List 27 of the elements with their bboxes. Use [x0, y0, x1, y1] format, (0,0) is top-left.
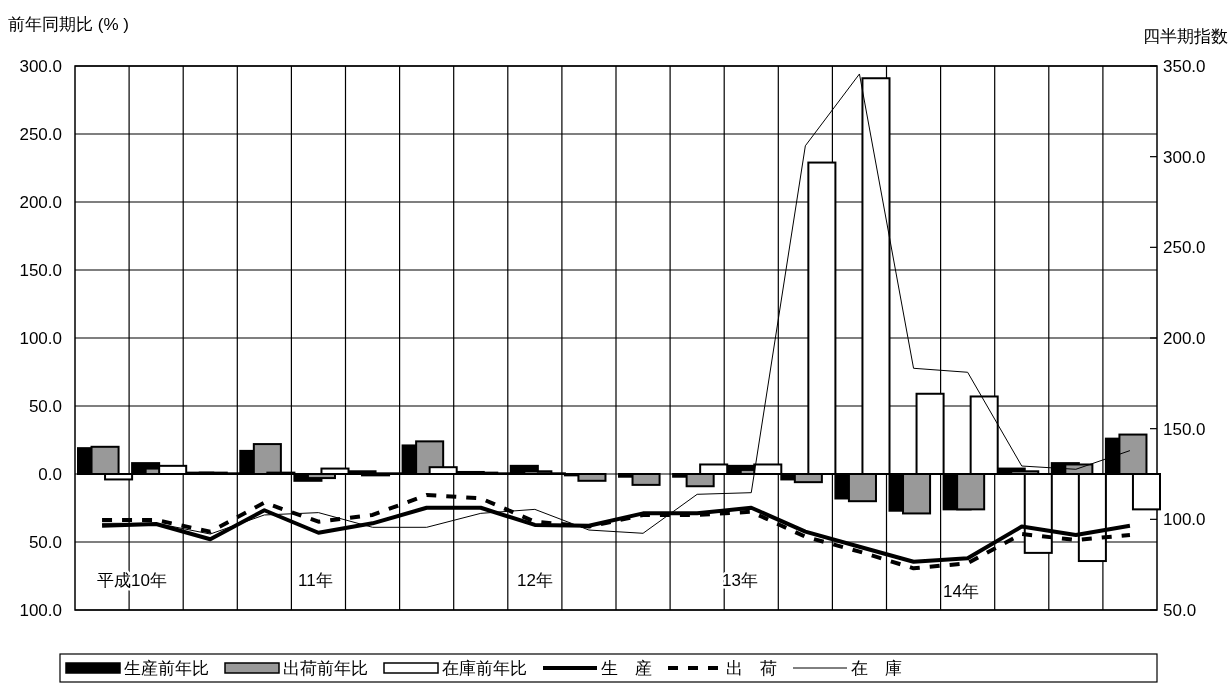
y2-tick-label: 300.0 — [1163, 147, 1206, 167]
y-tick-label: 100.0 — [19, 601, 62, 620]
legend-label: 出荷前年比 — [283, 659, 368, 678]
y2-tick-label: 100.0 — [1163, 510, 1206, 530]
y-tick-label: 150.0 — [19, 261, 62, 280]
y-tick-label: 0.0 — [38, 465, 62, 484]
y-tick-label: 300.0 — [19, 57, 62, 76]
y-tick-label: 200.0 — [19, 193, 62, 212]
legend-label: 在庫前年比 — [442, 659, 527, 678]
y-axis-title: 前年同期比 (% ) — [8, 15, 129, 34]
legend-label: 生産前年比 — [124, 659, 209, 678]
y2-tick-label: 250.0 — [1163, 238, 1206, 258]
legend-label: 出 荷 — [726, 659, 777, 678]
legend-label: 在 庫 — [851, 659, 902, 678]
annotation: 11年 — [298, 571, 333, 590]
legend-label: 生 産 — [601, 659, 652, 678]
y-tick-label: 100.0 — [19, 329, 62, 348]
y2-tick-label: 150.0 — [1163, 419, 1206, 439]
annotation: 14年 — [943, 582, 979, 601]
y-tick-label: 50.0 — [28, 533, 62, 552]
y-tick-label: 50.0 — [28, 397, 62, 416]
y2-tick-label: 350.0 — [1163, 57, 1206, 76]
y2-axis-title: 四半期指数 — [1143, 27, 1228, 46]
y-tick-label: 250.0 — [19, 125, 62, 144]
annotation: 12年 — [517, 571, 553, 590]
y2-tick-label: 50.0 — [1163, 601, 1197, 620]
y2-tick-label: 200.0 — [1163, 329, 1206, 348]
